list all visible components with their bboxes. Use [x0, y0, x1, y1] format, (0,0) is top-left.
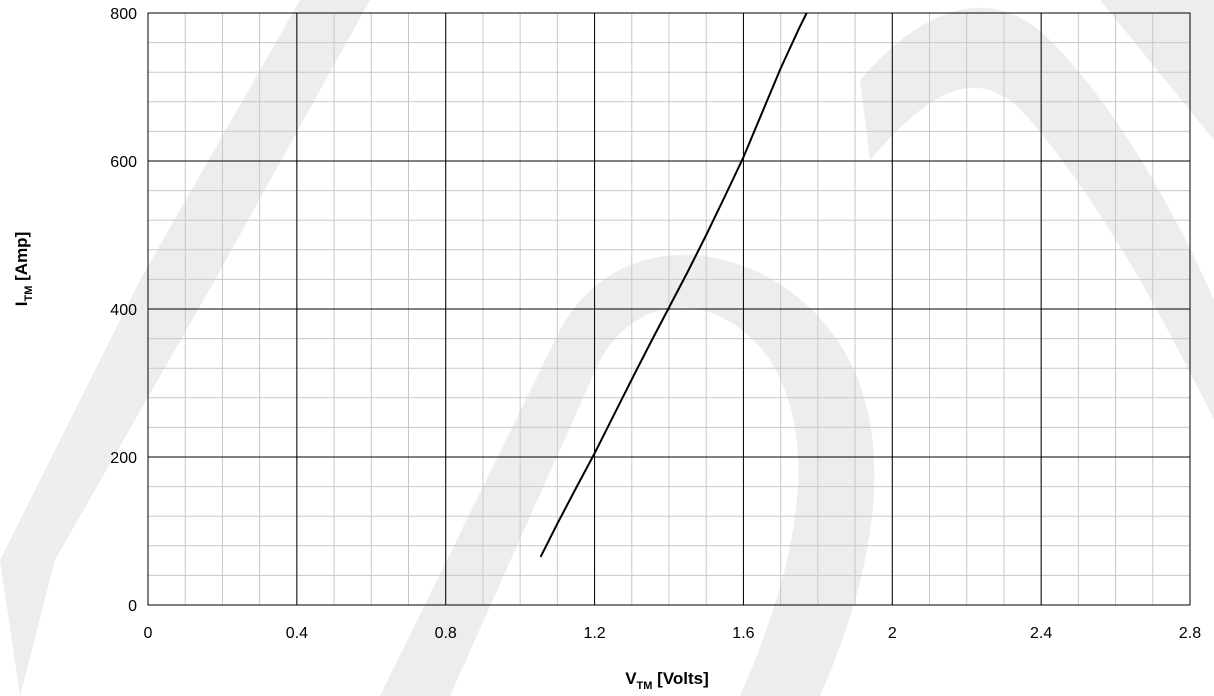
curve-layer [539, 12, 808, 558]
x-axis-title-suffix: [Volts] [652, 669, 708, 688]
x-tick-label: 2 [888, 625, 897, 642]
y-tick-label: 200 [110, 450, 137, 467]
y-tick-label: 0 [128, 598, 137, 615]
x-tick-label: 1.2 [583, 625, 605, 642]
x-tick-label: 1.6 [732, 625, 754, 642]
y-axis-ticks: 0 200 400 600 800 [110, 6, 137, 615]
x-axis-title-subscript: TM [637, 680, 653, 692]
watermark-stroke-4 [1100, 0, 1214, 140]
x-tick-label: 0.4 [286, 625, 308, 642]
y-axis-title-suffix: [Amp] [12, 232, 31, 286]
x-tick-label: 0 [144, 625, 153, 642]
plot-area-frame [147, 12, 1191, 606]
x-tick-label: 0.8 [435, 625, 457, 642]
x-axis-ticks: 0 0.4 0.8 1.2 1.6 2 2.4 2.8 [144, 625, 1202, 642]
watermark-stroke-3 [860, 7, 1214, 421]
y-tick-label: 400 [110, 302, 137, 319]
x-axis-title: VTM [Volts] [625, 669, 709, 692]
y-axis-title-subscript: TM [23, 286, 35, 302]
x-tick-label: 2.8 [1179, 625, 1201, 642]
y-axis-title-main: I [12, 301, 31, 306]
x-tick-label: 2.4 [1030, 625, 1052, 642]
series-line [539, 12, 808, 558]
watermark-stroke-2 [380, 255, 875, 696]
y-axis-title: ITM [Amp] [12, 232, 35, 306]
x-axis-title-main: V [625, 669, 637, 688]
watermark-stroke-1 [0, 0, 370, 696]
y-tick-label: 800 [110, 6, 137, 23]
y-tick-label: 600 [110, 154, 137, 171]
